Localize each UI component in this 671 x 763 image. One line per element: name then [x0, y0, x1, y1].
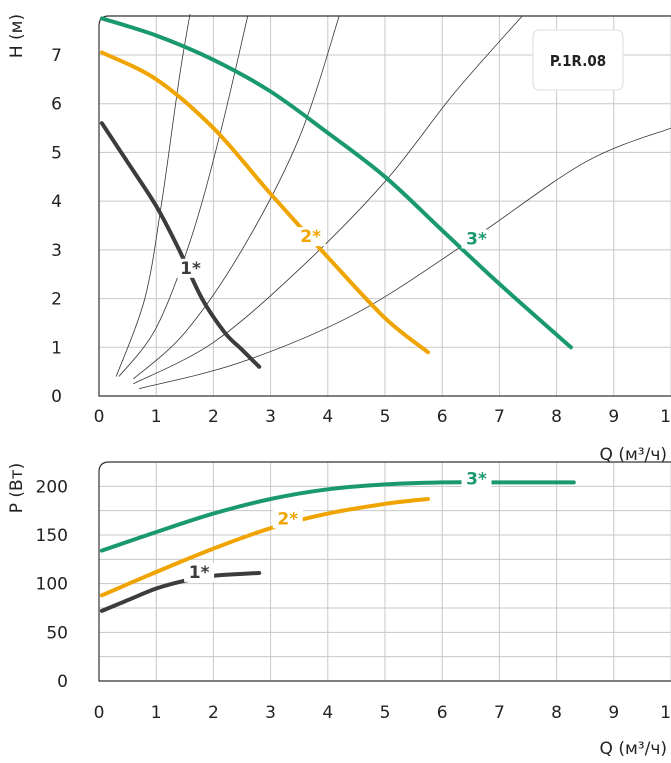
series-line-2: [99, 50, 430, 355]
x-tick-label: 7: [494, 407, 505, 427]
system-curve: [133, 15, 340, 380]
system-curve: [138, 127, 671, 390]
head-series-group: [99, 16, 573, 369]
x-tick-label: 10: [660, 407, 671, 427]
power-plot-frame: [98, 461, 671, 682]
series-label-1: 1*: [189, 563, 210, 583]
head-chart-panel: 1* 2* 3* 0 1 2 3 4 5 6 7 8 9 10 0 1 2 3 4 5 6 7 P.1R.08 H (…: [7, 14, 671, 465]
series-label-bg: [184, 562, 215, 582]
x-tick-label: 3: [265, 407, 276, 427]
x-tick-label: 8: [551, 407, 562, 427]
model-badge-box: [532, 29, 624, 91]
x-tick-label: 0: [94, 703, 105, 723]
series-label-bg: [175, 258, 206, 278]
series-line-1: [99, 571, 262, 613]
y-tick-label: 1: [51, 338, 62, 358]
x-tick-label: 10: [660, 703, 671, 723]
y-tick-label: 5: [51, 143, 62, 163]
system-curve: [115, 14, 191, 377]
series-label-2: 2*: [277, 509, 298, 529]
x-tick-label: 4: [322, 703, 333, 723]
head-series-labels: 1* 2* 3*: [175, 227, 492, 279]
series-label-bg: [272, 509, 303, 529]
y-tick-label: 200: [36, 477, 68, 497]
head-x-ticks: 0 1 2 3 4 5 6 7 8 9 10: [94, 407, 671, 427]
power-series-group: [99, 480, 576, 613]
y-tick-label: 0: [57, 672, 68, 692]
y-tick-label: 100: [36, 575, 68, 595]
y-tick-label: 6: [51, 95, 62, 115]
head-grid: [99, 16, 671, 396]
x-tick-label: 1: [151, 407, 162, 427]
y-tick-label: 3: [51, 241, 62, 261]
power-x-ticks: 0 1 2 3 4 5 6 7 8 9 10: [94, 703, 671, 723]
x-tick-label: 2: [208, 703, 219, 723]
head-y-ticks: 0 1 2 3 4 5 6 7: [51, 46, 62, 407]
head-y-axis-title: H (м): [7, 14, 27, 58]
model-badge: P.1R.08: [532, 29, 624, 91]
series-line-2: [99, 497, 430, 598]
x-tick-label: 2: [208, 407, 219, 427]
x-tick-label: 3: [265, 703, 276, 723]
y-tick-label: 2: [51, 290, 62, 310]
y-tick-label: 50: [46, 623, 68, 643]
power-y-axis-title: P (Вт): [7, 463, 27, 514]
x-tick-label: 5: [380, 407, 391, 427]
series-label-3: 3*: [466, 230, 487, 250]
series-label-bg: [295, 227, 326, 247]
x-tick-label: 6: [437, 703, 448, 723]
y-tick-label: 7: [51, 46, 62, 66]
x-tick-label: 6: [437, 407, 448, 427]
plot-frame: [98, 461, 671, 682]
x-tick-label: 9: [608, 407, 619, 427]
series-line-3: [99, 16, 573, 350]
x-tick-label: 0: [94, 407, 105, 427]
series-label-1: 1*: [180, 259, 201, 279]
x-tick-label: 4: [322, 407, 333, 427]
series-line-3: [99, 480, 576, 553]
series-label-3: 3*: [466, 469, 487, 489]
y-tick-label: 0: [51, 387, 62, 407]
system-curve: [118, 15, 249, 377]
system-curves: [115, 14, 671, 390]
power-x-axis-title: Q (м³/ч): [600, 739, 667, 759]
power-y-ticks: 0 50 100 150 200: [36, 477, 68, 692]
model-badge-label: P.1R.08: [550, 52, 606, 70]
head-x-axis-title: Q (м³/ч): [600, 445, 667, 465]
x-tick-label: 8: [551, 703, 562, 723]
system-curve: [133, 15, 523, 385]
x-tick-label: 7: [494, 703, 505, 723]
series-label-bg: [461, 229, 492, 249]
x-tick-label: 1: [151, 703, 162, 723]
power-series-labels: 1* 2* 3*: [184, 469, 492, 583]
series-label-bg: [461, 469, 492, 489]
x-tick-label: 5: [380, 703, 391, 723]
series-label-2: 2*: [300, 227, 321, 247]
y-tick-label: 150: [36, 526, 68, 546]
x-tick-label: 9: [608, 703, 619, 723]
y-tick-label: 4: [51, 192, 62, 212]
series-line-1: [99, 121, 262, 369]
